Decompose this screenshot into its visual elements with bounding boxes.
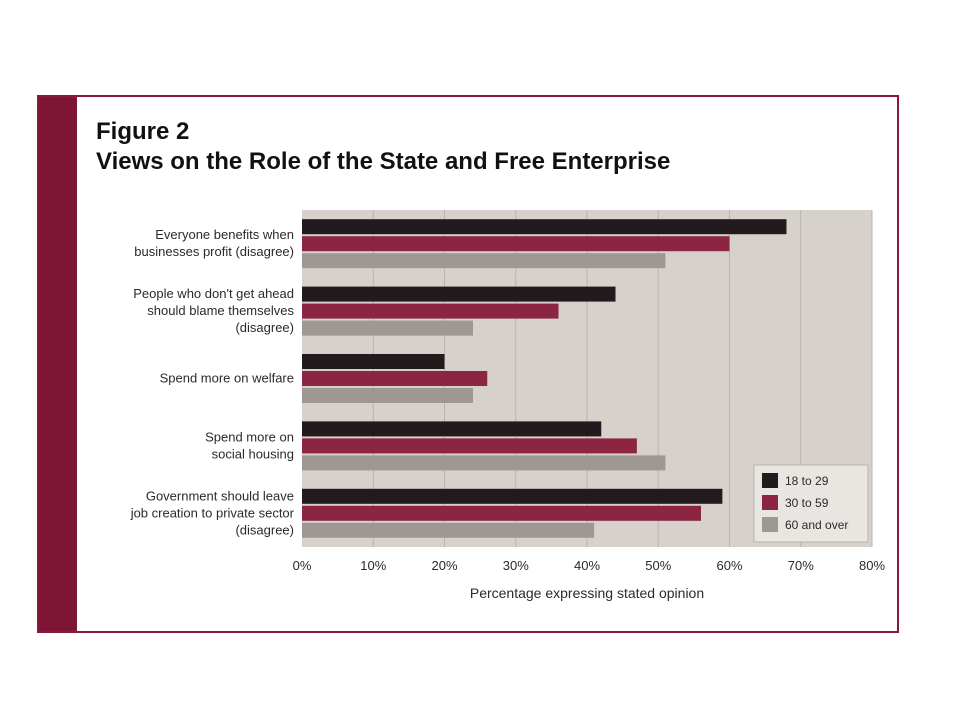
bar [302,388,473,403]
x-tick-label: 10% [360,558,386,573]
category-label: People who don't get ahead [133,286,294,301]
category-label: Government should leave [146,488,294,503]
category-label: Everyone benefits when [155,227,294,242]
bar [302,488,723,504]
bar [302,236,730,252]
category-label: should blame themselves [147,303,294,318]
x-tick-label: 70% [788,558,814,573]
legend-swatch [762,517,778,532]
x-tick-label: 60% [716,558,742,573]
figure-title: Views on the Role of the State and Free … [96,148,671,175]
legend-swatch [762,473,778,488]
figure-title-block: Figure 2 Views on the Role of the State … [96,117,670,177]
bar [302,303,559,319]
bar [302,505,701,521]
x-axis-title: Percentage expressing stated opinion [470,585,704,601]
bar [302,455,666,471]
bar [302,354,445,369]
category-label: (disagree) [235,522,294,537]
category-label: job creation to private sector [130,505,295,520]
x-tick-label: 80% [859,558,885,573]
legend-label: 18 to 29 [785,474,829,488]
accent-stripe [39,97,77,631]
category-label: businesses profit (disagree) [134,244,294,259]
x-tick-label: 0% [293,558,312,573]
legend-label: 30 to 59 [785,496,829,510]
category-label: Spend more on [205,429,294,444]
bar [302,253,666,269]
category-label: social housing [212,446,294,461]
x-tick-label: 20% [431,558,457,573]
category-label: (disagree) [235,320,294,335]
bar [302,522,595,538]
bar [302,219,787,235]
legend-label: 60 and over [785,518,848,532]
bar [302,286,616,302]
category-label: Spend more on welfare [160,371,294,386]
figure-label: Figure 2 [96,118,190,145]
x-tick-label: 30% [503,558,529,573]
x-tick-label: 50% [645,558,671,573]
legend-swatch [762,495,778,510]
bar [302,371,488,386]
bar [302,438,637,454]
bar [302,421,602,437]
x-tick-label: 40% [574,558,600,573]
bar [302,320,473,336]
